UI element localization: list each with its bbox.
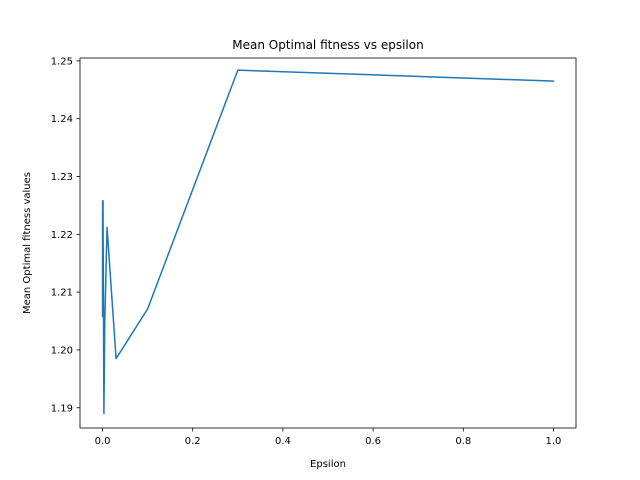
y-tick-label: 1.24 xyxy=(51,114,73,125)
tick-group: 0.0 0.2 0.4 0.6 0.8 1.0 1.19 1.20 1.21 1.22 1.23 1.… xyxy=(51,56,562,447)
y-tick-label: 1.19 xyxy=(51,403,73,414)
y-tick-label: 1.22 xyxy=(51,230,73,241)
x-tick-label: 0.8 xyxy=(455,436,471,447)
x-tick-label: 0.4 xyxy=(275,436,291,447)
x-tick-label: 0.2 xyxy=(185,436,201,447)
x-axis-label: Epsilon xyxy=(310,459,346,470)
x-tick-label: 1.0 xyxy=(546,436,562,447)
y-tick-label: 1.25 xyxy=(51,56,73,67)
y-tick-label: 1.23 xyxy=(51,172,73,183)
y-tick-label: 1.21 xyxy=(51,288,73,299)
series-line xyxy=(101,69,555,415)
x-tick-label: 0.6 xyxy=(365,436,381,447)
chart-title: Mean Optimal fitness vs epsilon xyxy=(232,38,423,52)
plot-frame xyxy=(79,57,577,429)
y-axis-label: Mean Optimal fitness values xyxy=(22,172,33,314)
x-tick-label: 0.0 xyxy=(95,436,111,447)
y-tick-label: 1.20 xyxy=(51,345,73,356)
